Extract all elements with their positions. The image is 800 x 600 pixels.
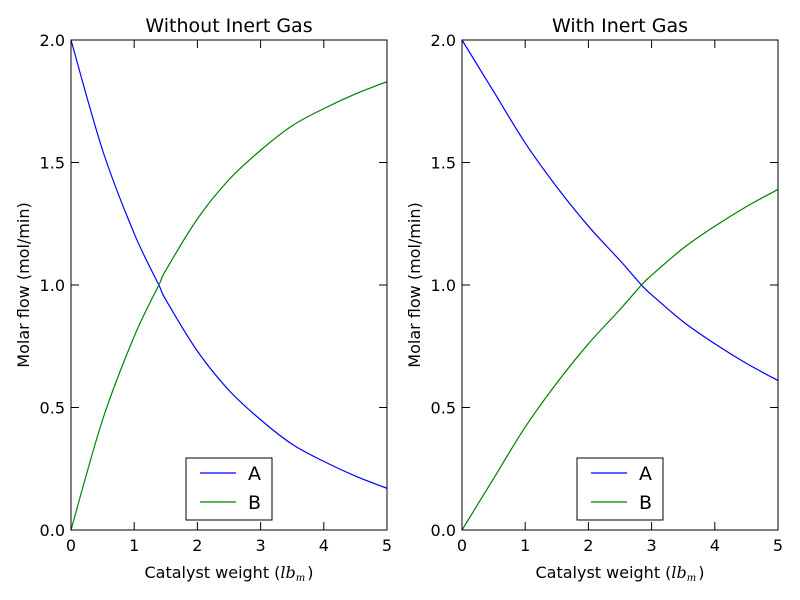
legend-frame <box>576 457 664 521</box>
y-tick-label: 0.0 <box>431 521 456 540</box>
x-tick-label: 0 <box>457 536 467 555</box>
x-axis-label: Catalyst weight (lbm) <box>144 563 313 584</box>
y-tick-label: 2.0 <box>40 31 65 50</box>
legend-frame <box>185 457 273 521</box>
y-tick-label: 0.0 <box>40 521 65 540</box>
series-lines <box>70 39 388 531</box>
plot-area: 0 1 2 3 4 5 0.0 0.5 1.0 1.5 2.0 <box>40 31 393 555</box>
x-axis-label-prefix: Catalyst weight ( <box>144 563 280 582</box>
x-tick-label: 3 <box>256 536 266 555</box>
legend-label-b: B <box>639 492 652 514</box>
y-tick-label: 0.5 <box>40 399 65 418</box>
x-axis-label-prefix: Catalyst weight ( <box>535 563 671 582</box>
series-line-b <box>70 81 388 531</box>
y-axis-label: Molar flow (mol/min) <box>14 202 33 367</box>
chart-without-inert-gas: Without Inert Gas 0 1 2 3 4 5 0.0 0.5 1.0 1.5 2.0… <box>14 15 392 584</box>
x-axis-label-unit: lb <box>671 563 686 582</box>
legend: A B <box>185 457 273 521</box>
y-tick-label: 0.5 <box>431 399 456 418</box>
legend-label-a: A <box>639 463 652 485</box>
x-tick-labels: 0 1 2 3 4 5 <box>457 536 783 555</box>
x-tick-label: 2 <box>192 536 202 555</box>
series-line-a <box>461 39 779 382</box>
tick-marks <box>70 39 388 531</box>
x-tick-label: 1 <box>129 536 139 555</box>
series-line-b <box>461 188 779 531</box>
chart-with-inert-gas: With Inert Gas 0 1 2 3 4 5 0.0 0.5 1.0 1.5 2.0 Ca… <box>405 15 783 584</box>
plot-area: 0 1 2 3 4 5 0.0 0.5 1.0 1.5 2.0 <box>431 31 784 555</box>
series-lines <box>461 39 779 531</box>
y-tick-label: 2.0 <box>431 31 456 50</box>
y-tick-label: 1.5 <box>431 154 456 173</box>
y-tick-labels: 0.0 0.5 1.0 1.5 2.0 <box>431 31 456 540</box>
x-axis-label-suffix: ) <box>698 563 704 582</box>
y-tick-label: 1.0 <box>431 276 456 295</box>
x-tick-label: 5 <box>773 536 783 555</box>
legend-label-a: A <box>248 463 261 485</box>
x-tick-label: 4 <box>319 536 329 555</box>
x-tick-label: 5 <box>382 536 392 555</box>
y-tick-labels: 0.0 0.5 1.0 1.5 2.0 <box>40 31 65 540</box>
y-axis-label: Molar flow (mol/min) <box>405 202 424 367</box>
y-tick-label: 1.5 <box>40 154 65 173</box>
chart-title: Without Inert Gas <box>145 15 312 37</box>
x-tick-label: 2 <box>583 536 593 555</box>
x-tick-label: 0 <box>66 536 76 555</box>
chart-title: With Inert Gas <box>552 15 688 37</box>
x-tick-labels: 0 1 2 3 4 5 <box>66 536 392 555</box>
x-axis-label-unit-subscript: m <box>296 573 305 584</box>
y-tick-label: 1.0 <box>40 276 65 295</box>
x-tick-label: 4 <box>710 536 720 555</box>
tick-marks <box>461 39 779 531</box>
x-tick-label: 3 <box>647 536 657 555</box>
series-line-a <box>70 39 388 489</box>
legend: A B <box>576 457 664 521</box>
x-axis-label-suffix: ) <box>307 563 313 582</box>
x-axis-label-unit: lb <box>280 563 295 582</box>
x-tick-label: 1 <box>520 536 530 555</box>
x-axis-label: Catalyst weight (lbm) <box>535 563 704 584</box>
x-axis-label-unit-subscript: m <box>687 573 696 584</box>
legend-label-b: B <box>248 492 261 514</box>
